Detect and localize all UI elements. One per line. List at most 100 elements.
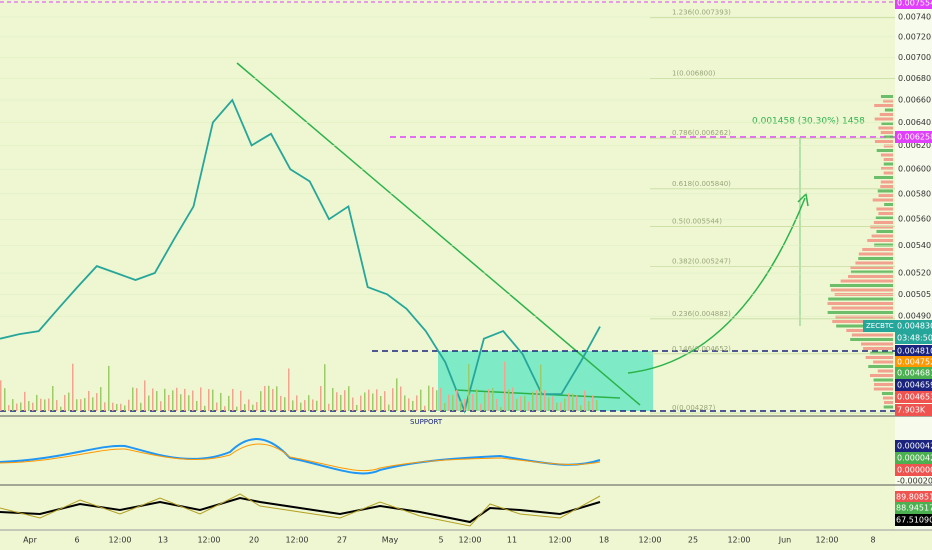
fib-label: 0.618(0.005840) xyxy=(672,180,731,188)
volume-bar xyxy=(336,392,338,411)
profile-bar xyxy=(863,347,893,350)
volume-bar xyxy=(376,389,378,411)
profile-bar xyxy=(876,208,893,211)
volume-bar xyxy=(304,400,306,411)
profile-bar xyxy=(882,392,893,395)
volume-bar xyxy=(568,393,570,411)
profile-bar xyxy=(875,118,893,121)
profile-bar xyxy=(858,257,893,260)
volume-bar xyxy=(184,389,186,411)
volume-bar xyxy=(364,392,366,411)
volume-bar xyxy=(448,395,450,411)
volume-bar xyxy=(588,401,590,411)
measure-label: 0.001458 (30.30%) 1458 xyxy=(752,117,865,127)
profile-bar xyxy=(870,374,893,377)
volume-bar xyxy=(560,402,562,411)
profile-bar xyxy=(874,379,893,382)
volume-bar xyxy=(44,399,46,411)
volume-bar xyxy=(348,386,350,411)
fib-label: 1.236(0.007393) xyxy=(672,9,731,17)
fib-label: 0.236(0.004882) xyxy=(672,310,731,318)
price-tag-label: 0.006258 xyxy=(897,133,932,142)
volume-bar xyxy=(8,405,10,411)
volume-bar xyxy=(152,389,154,411)
support-label: SUPPORT xyxy=(410,418,443,426)
volume-bar xyxy=(176,388,178,411)
volume-bar xyxy=(88,391,90,411)
volume-bar xyxy=(404,395,406,411)
x-tick-label: 12:00 xyxy=(285,536,308,545)
volume-bar xyxy=(32,403,34,411)
profile-bar xyxy=(870,226,893,229)
volume-bar xyxy=(196,401,198,411)
volume-bar xyxy=(96,393,98,411)
volume-bar xyxy=(212,390,214,411)
volume-bar xyxy=(316,401,318,411)
volume-bar xyxy=(60,407,62,411)
volume-bar xyxy=(536,390,538,411)
x-tick-label: 12:00 xyxy=(815,536,838,545)
price-tag-label: 0.004830 xyxy=(897,322,932,331)
volume-bar xyxy=(240,391,242,411)
profile-bar xyxy=(883,397,893,400)
volume-bar xyxy=(324,364,326,411)
profile-bar xyxy=(868,365,893,368)
volume-bar xyxy=(280,396,282,411)
volume-bar xyxy=(460,401,462,411)
y-tick-label: 0.00505 xyxy=(898,290,931,299)
volume-bar xyxy=(72,364,74,411)
profile-bar xyxy=(867,239,893,242)
profile-bar xyxy=(876,230,893,233)
volume-bar xyxy=(168,395,170,411)
price-tag-label: 0.004810 xyxy=(897,347,932,356)
volume-bar xyxy=(124,405,126,411)
volume-bar xyxy=(52,386,54,411)
volume-bar xyxy=(512,387,514,411)
volume-bar xyxy=(360,396,362,411)
symbol-label: ZECBTC xyxy=(866,322,894,330)
volume-bar xyxy=(524,396,526,411)
y-tick-label: 0.00720 xyxy=(898,32,931,41)
profile-bar xyxy=(873,199,893,202)
profile-bar xyxy=(884,163,893,166)
x-tick-label: 25 xyxy=(688,536,698,545)
y-tick-label: 0.00520 xyxy=(898,269,931,278)
volume-bar xyxy=(120,404,122,411)
volume-bar xyxy=(284,397,286,411)
profile-bar xyxy=(881,131,893,134)
x-tick-label: 12:00 xyxy=(458,536,481,545)
y-tick-label: 0.00640 xyxy=(898,118,931,127)
x-tick-label: Apr xyxy=(23,536,38,545)
volume-bar xyxy=(144,380,146,411)
profile-bar xyxy=(881,167,893,170)
volume-bar xyxy=(480,404,482,411)
fib-label: 0.146(0.004652) xyxy=(672,345,731,353)
volume-bar xyxy=(368,390,370,411)
profile-bar xyxy=(874,104,893,107)
volume-bar xyxy=(328,404,330,411)
volume-bar xyxy=(192,390,194,411)
volume-bar xyxy=(380,396,382,411)
volume-bar xyxy=(420,390,422,411)
volume-bar xyxy=(272,389,274,411)
y-tick-label: 0.00700 xyxy=(898,53,931,62)
profile-bar xyxy=(830,284,893,287)
volume-bar xyxy=(16,404,18,411)
volume-bar xyxy=(136,388,138,411)
x-tick-label: 27 xyxy=(337,536,347,545)
profile-bar xyxy=(832,307,893,310)
price-tag-label: 0.007554 xyxy=(897,0,932,8)
volume-bar xyxy=(132,387,134,411)
volume-bar xyxy=(260,391,262,411)
volume-bar xyxy=(508,389,510,411)
volume-bar xyxy=(432,387,434,411)
volume-bar xyxy=(444,403,446,411)
profile-bar xyxy=(880,113,893,116)
price-tag-label: 0.004752 xyxy=(897,358,932,367)
profile-bar xyxy=(884,203,893,206)
volume-bar xyxy=(468,364,470,411)
volume-bar xyxy=(156,391,158,411)
profile-bar xyxy=(884,172,893,175)
volume-bar xyxy=(564,398,566,411)
volume-bar xyxy=(300,403,302,411)
